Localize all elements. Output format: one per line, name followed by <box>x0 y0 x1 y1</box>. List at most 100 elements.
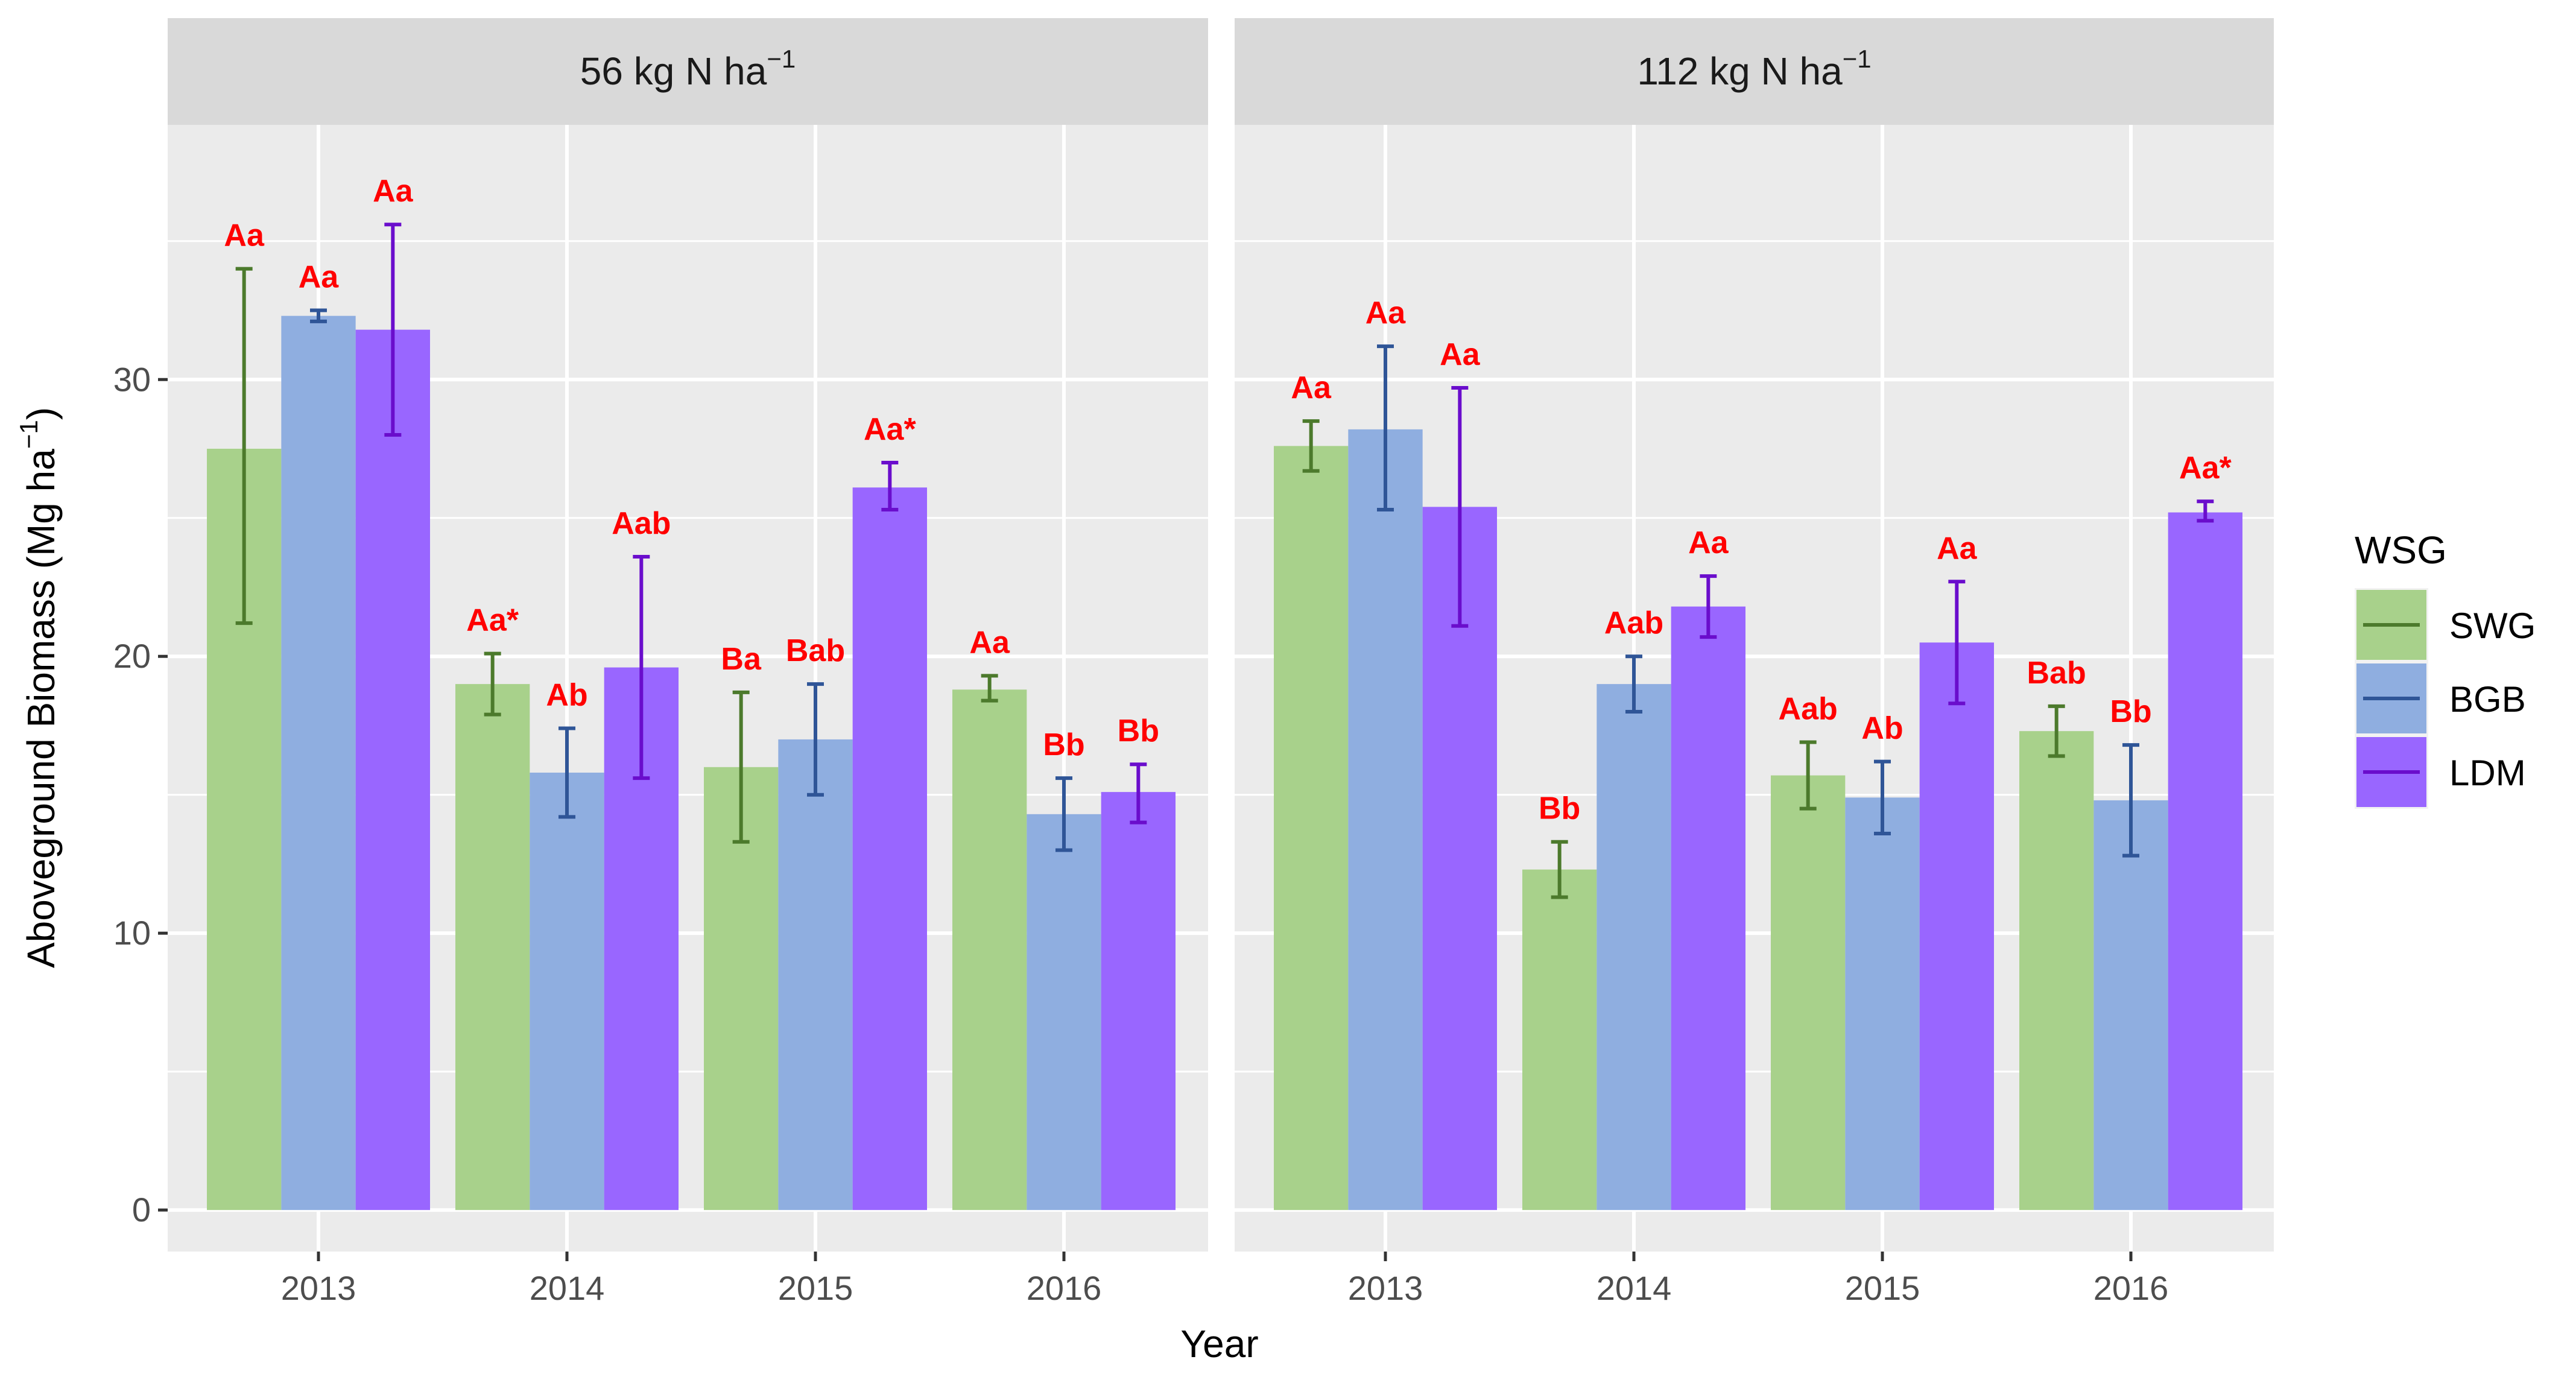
legend-label: SWG <box>2449 606 2536 646</box>
significance-label: Aa <box>1937 531 1978 566</box>
x-tick-label: 2013 <box>1348 1269 1423 1307</box>
y-axis-title: Aboveground Biomass (Mg ha−1) <box>14 407 63 968</box>
x-axis-title: Year <box>1180 1322 1258 1366</box>
bar-ldm <box>1919 642 1994 1211</box>
bar-ldm <box>1101 792 1176 1211</box>
error-bar-swg <box>484 651 501 717</box>
y-axis-title-text: Aboveground Biomass (Mg ha <box>19 449 63 968</box>
significance-label: Aab <box>1779 691 1838 726</box>
significance-label: Aa* <box>864 412 916 447</box>
x-tick-label: 2016 <box>2093 1269 2169 1307</box>
significance-label: Aa <box>1366 296 1407 331</box>
significance-label: Ab <box>546 678 587 713</box>
significance-label: Bb <box>1043 727 1084 762</box>
bar-bgb <box>778 739 853 1211</box>
x-tick-label: 2013 <box>281 1269 356 1307</box>
significance-label: Ab <box>1861 711 1903 746</box>
error-bar-ldm <box>1700 574 1717 639</box>
facet-panel: 112 kg N ha−1 Aa Bb Aab Bab Aa Aab Ab Bb Aa Aa Aa Aa… <box>1235 18 2274 1252</box>
error-bar-ldm <box>633 554 650 780</box>
x-tick-label: 2014 <box>530 1269 605 1307</box>
legend-key-swg <box>2355 588 2428 662</box>
bar-swg <box>952 689 1027 1211</box>
facet-strip <box>1235 18 2274 125</box>
y-axis-title-exponent: −1 <box>14 420 43 449</box>
bar-swg <box>1522 869 1597 1211</box>
significance-label: Bb <box>1118 714 1159 749</box>
error-bar-swg <box>2048 704 2065 758</box>
x-axis: 2013 2014 2015 2016 2013 2014 2015 2016 <box>281 1252 2169 1307</box>
significance-label: Aa <box>224 218 265 253</box>
y-tick-label: 20 <box>113 637 151 675</box>
error-bar-bgb <box>1377 344 1394 511</box>
significance-label: Aa <box>299 260 340 295</box>
facet-strip <box>168 18 1208 125</box>
bar-ldm <box>1671 606 1745 1211</box>
error-bar-ldm <box>1451 386 1469 628</box>
x-tick-label: 2015 <box>1845 1269 1920 1307</box>
error-bar-bgb <box>1625 654 1642 714</box>
error-bar-swg <box>1551 840 1568 899</box>
x-tick-label: 2016 <box>1027 1269 1102 1307</box>
bar-bgb <box>1597 684 1671 1211</box>
bar-swg <box>455 684 530 1211</box>
significance-label: Aa* <box>466 603 519 638</box>
svg-text:Aboveground Biomass (Mg ha−1): Aboveground Biomass (Mg ha−1) <box>14 407 63 968</box>
y-axis-title-close: ) <box>19 407 63 420</box>
legend-label: BGB <box>2449 679 2526 720</box>
bar-bgb <box>1027 814 1101 1211</box>
significance-label: Bab <box>2027 656 2086 691</box>
error-bar-ldm <box>384 223 402 437</box>
bar-bgb <box>530 772 604 1211</box>
error-bar-bgb <box>310 308 327 323</box>
significance-label: Bab <box>786 633 845 668</box>
error-bar-bgb <box>1055 776 1072 852</box>
error-bar-bgb <box>559 726 575 819</box>
x-tick-label: 2014 <box>1597 1269 1672 1307</box>
bar-swg <box>1274 446 1349 1211</box>
error-bar-swg <box>981 674 998 703</box>
y-axis: 0 10 20 30 <box>113 360 168 1229</box>
bar-swg <box>2019 731 2094 1211</box>
significance-label: Aa <box>969 625 1010 660</box>
legend: WSG SWG BGB LDM <box>2355 528 2536 809</box>
error-bar-bgb <box>1874 759 1891 835</box>
bar-ldm <box>852 487 927 1211</box>
y-tick-label: 10 <box>113 914 151 952</box>
bar-bgb <box>2093 800 2168 1211</box>
bar-ldm <box>2168 512 2242 1211</box>
significance-label: Aab <box>612 506 671 541</box>
significance-label: Aab <box>1604 606 1663 641</box>
bar-bgb <box>1348 429 1423 1211</box>
legend-key-bgb <box>2355 662 2428 735</box>
error-bar-ldm <box>1130 762 1147 825</box>
significance-label: Bb <box>2110 694 2151 729</box>
bar-bgb <box>281 315 356 1211</box>
significance-label: Bb <box>1539 791 1580 826</box>
error-bar-swg <box>1302 419 1320 473</box>
x-tick-label: 2015 <box>778 1269 853 1307</box>
facet-panel: 56 kg N ha−1 Aa Aa* Ba Aa Aa Ab Bab Bb Aa Aab Aa* Bb <box>168 18 1208 1252</box>
facet-label: 112 kg N ha−1 <box>1637 45 1871 93</box>
significance-label: Aa <box>1440 337 1481 372</box>
error-bar-swg <box>732 690 750 844</box>
significance-label: Aa <box>373 174 414 209</box>
bar-bgb <box>1845 797 1920 1211</box>
significance-label: Aa* <box>2179 451 2232 486</box>
legend-key-ldm <box>2355 735 2428 809</box>
error-bar-ldm <box>1948 580 1966 706</box>
error-bar-ldm <box>2197 499 2214 523</box>
facet-label: 56 kg N ha−1 <box>580 45 796 93</box>
significance-label: Aa <box>1291 370 1332 405</box>
error-bar-bgb <box>2122 743 2139 858</box>
error-bar-ldm <box>881 460 899 511</box>
significance-label: Ba <box>721 642 762 677</box>
significance-label: Aa <box>1688 525 1729 560</box>
y-tick-label: 0 <box>132 1191 151 1229</box>
error-bar-swg <box>1799 740 1817 811</box>
facet-panels: 56 kg N ha−1 Aa Aa* Ba Aa Aa Ab Bab Bb Aa Aab Aa* Bb… <box>168 18 2274 1252</box>
error-bar-bgb <box>807 682 824 797</box>
legend-label: LDM <box>2449 753 2526 793</box>
error-bar-swg <box>235 267 253 625</box>
